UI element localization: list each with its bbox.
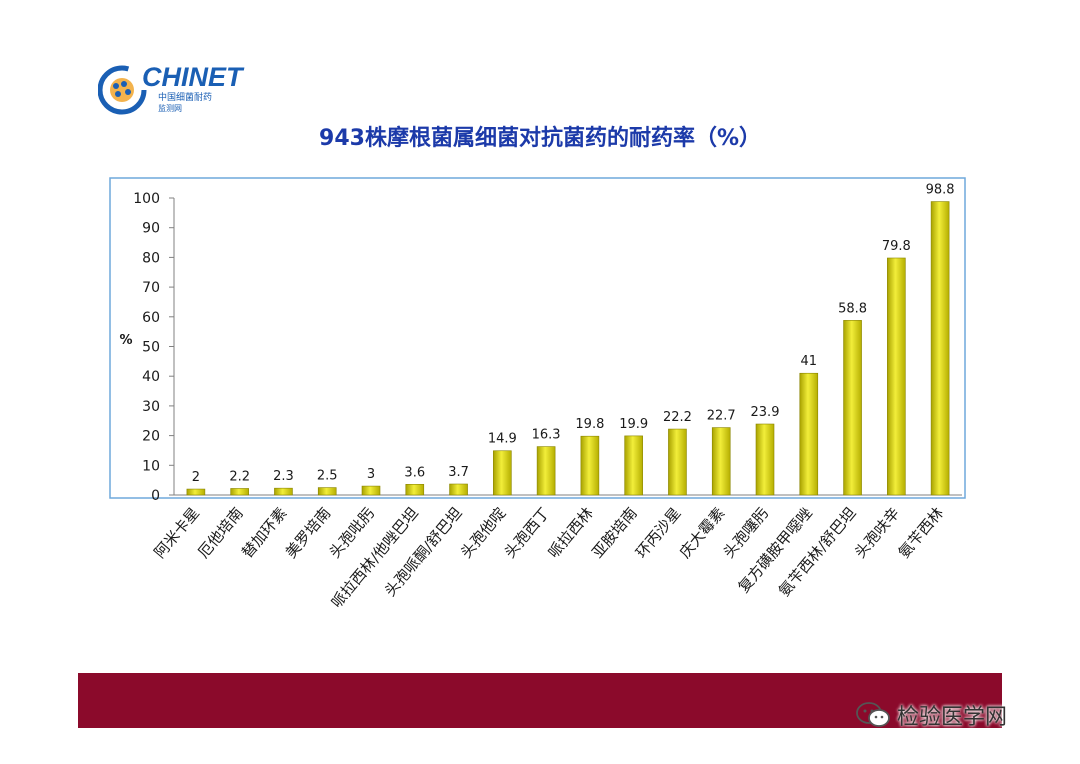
- x-category-label: 厄他培南: [194, 504, 246, 562]
- x-category-label: 头孢哌酮/舒巴坦: [381, 504, 466, 600]
- y-tick-label: 10: [142, 458, 160, 474]
- y-tick-label: 70: [142, 280, 160, 296]
- y-tick-label: 50: [142, 340, 160, 356]
- bar: [186, 488, 206, 496]
- bar: [843, 320, 862, 496]
- plot-border: [109, 177, 966, 499]
- x-category-label: 亚胺培南: [588, 504, 640, 562]
- logo-subtitle-2: 监测网: [158, 104, 182, 113]
- data-label: 98.8: [926, 183, 955, 198]
- watermark: 检验医学网: [855, 700, 1007, 730]
- x-category-label: 头孢他啶: [457, 504, 509, 562]
- y-axis-label: %: [119, 333, 132, 348]
- data-label: 23.9: [751, 405, 780, 420]
- x-category-label: 美罗培南: [282, 504, 334, 562]
- data-label: 2: [192, 470, 200, 485]
- footer-band: [78, 673, 1002, 728]
- globe-logo-icon: [98, 65, 147, 115]
- x-category-label: 替加环素: [238, 504, 290, 562]
- watermark-text: 检验医学网: [897, 705, 1008, 730]
- bar: [405, 484, 425, 496]
- bar: [887, 257, 906, 496]
- data-label: 16.3: [532, 428, 561, 443]
- bar: [230, 488, 249, 496]
- y-tick-label: 40: [142, 369, 160, 385]
- data-label: 2.2: [229, 469, 250, 484]
- x-category-label: 氨苄西林: [895, 504, 947, 562]
- logo-subtitle: 中国细菌耐药: [158, 93, 213, 103]
- chinet-logo: CHINET 中国细菌耐药 监测网: [98, 60, 243, 120]
- x-category-label: 头孢西丁: [501, 504, 553, 562]
- bar: [317, 487, 337, 496]
- bar: [624, 435, 643, 496]
- bar: [361, 485, 381, 496]
- y-tick-label: 0: [151, 488, 160, 504]
- bar: [449, 483, 468, 496]
- data-label: 58.8: [838, 301, 867, 316]
- data-label: 3.6: [404, 465, 425, 480]
- bar: [580, 435, 600, 496]
- y-tick-label: 90: [142, 221, 160, 237]
- y-tick-label: 30: [142, 399, 160, 415]
- data-label: 3: [367, 467, 375, 482]
- data-label: 41: [801, 354, 818, 369]
- bar: [711, 427, 731, 496]
- y-tick-label: 80: [142, 250, 160, 266]
- bar: [493, 450, 512, 496]
- bar: [536, 446, 556, 496]
- x-category-label: 环丙沙星: [632, 504, 684, 562]
- bar: [755, 423, 775, 496]
- data-label: 22.2: [663, 410, 692, 425]
- data-label: 14.9: [488, 432, 517, 447]
- data-label: 79.8: [882, 239, 911, 254]
- bar: [799, 372, 819, 496]
- y-tick-label: 100: [133, 191, 160, 207]
- x-category-label: 哌拉西林: [545, 504, 597, 562]
- data-label: 2.3: [273, 469, 294, 484]
- y-tick-label: 60: [142, 310, 160, 326]
- wechat-icon: [856, 702, 890, 727]
- x-category-label: 庆大霉素: [676, 504, 728, 562]
- data-label: 19.9: [619, 417, 648, 432]
- x-category-label: 氨苄西林/舒巴坦: [775, 504, 860, 600]
- x-category-label: 头孢呋辛: [851, 504, 903, 562]
- data-label: 3.7: [448, 465, 469, 480]
- bar: [930, 201, 950, 496]
- data-label: 19.8: [575, 417, 604, 432]
- y-tick-label: 20: [142, 429, 160, 445]
- data-label: 2.5: [317, 469, 338, 484]
- data-label: 22.7: [707, 409, 736, 424]
- bar: [274, 487, 293, 496]
- bar: [668, 428, 687, 496]
- logo-brand: CHINET: [142, 62, 243, 92]
- x-category-label: 阿米卡星: [151, 504, 203, 562]
- chart-title: 943株摩根菌属细菌对抗菌药的耐药率（%）: [319, 126, 761, 151]
